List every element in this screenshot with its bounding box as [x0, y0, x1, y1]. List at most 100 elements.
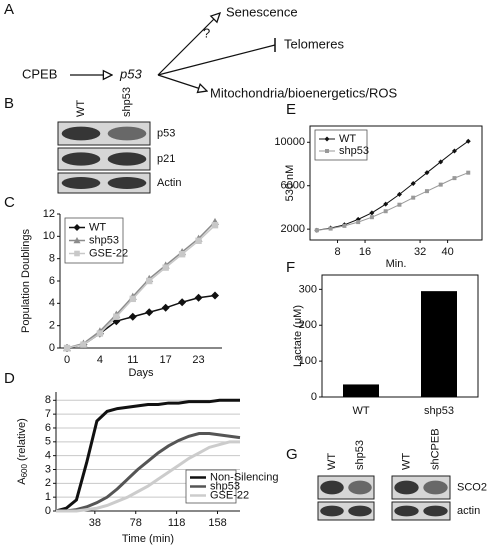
- y-tick-label: 7: [45, 408, 51, 420]
- marker: [369, 215, 374, 220]
- y-axis-label-sub: 600: [20, 464, 29, 478]
- blot-band: [394, 480, 419, 495]
- row-label: p21: [157, 153, 175, 165]
- x-axis-label: Min.: [386, 258, 407, 270]
- legend-label: GSE-22: [89, 247, 128, 259]
- y-tick-label: 100: [299, 355, 317, 367]
- y-tick-label: 10000: [274, 136, 305, 148]
- marker: [397, 202, 402, 207]
- y-tick-label: 0: [311, 391, 317, 403]
- row-label: SCO2: [457, 481, 487, 493]
- marker: [146, 277, 153, 285]
- marker: [452, 176, 457, 181]
- series-line: [316, 140, 469, 231]
- row-label: actin: [457, 505, 480, 517]
- blot-band: [348, 480, 372, 495]
- x-tick-label: 16: [359, 246, 371, 258]
- diagram-hub: p53: [119, 66, 142, 81]
- blot-band: [61, 177, 101, 189]
- panel-label: B: [4, 95, 14, 112]
- lane-label: WT: [400, 453, 412, 470]
- blot-band: [320, 480, 344, 495]
- y-axis-label-text: A: [16, 477, 28, 485]
- y-tick-label: 6000: [281, 180, 305, 192]
- marker: [161, 303, 170, 312]
- legend-label: WT: [89, 221, 106, 233]
- series-line: [56, 432, 241, 513]
- y-axis-label: Population Doublings: [20, 229, 32, 333]
- x-tick-label: 11: [127, 354, 138, 366]
- legend-box: [314, 129, 368, 161]
- row-label: Actin: [157, 177, 181, 189]
- legend-label: shp53: [89, 234, 119, 246]
- marker: [369, 210, 375, 216]
- marker: [342, 223, 347, 228]
- panel-label: C: [4, 194, 15, 211]
- blot-band: [423, 505, 448, 517]
- y-tick-label: 2: [45, 477, 51, 489]
- y-tick-label: 300: [299, 283, 317, 295]
- question-mark: ?: [203, 25, 210, 40]
- legend-label: Non-Silencing: [210, 471, 278, 483]
- marker: [145, 308, 154, 317]
- y-axis-label-text: 530 nM: [284, 165, 296, 202]
- legend-label: shp53: [210, 480, 240, 492]
- inhibit-line: [157, 44, 276, 76]
- panel-label: G: [286, 446, 298, 463]
- marker: [63, 344, 71, 352]
- marker: [314, 228, 319, 233]
- marker: [74, 250, 80, 257]
- y-tick-label: 4: [49, 297, 55, 309]
- diagram-target: Telomeres: [284, 36, 344, 51]
- y-axis-label-text: (relative): [16, 418, 28, 464]
- blot-band: [394, 505, 419, 517]
- y-tick-label: 200: [299, 319, 317, 331]
- y-tick-label: 0: [45, 505, 51, 517]
- y-tick-label: 6: [45, 422, 51, 434]
- marker: [73, 224, 81, 231]
- y-tick-label: 10: [43, 230, 55, 242]
- y-axis-label: Lactate (μM): [292, 305, 304, 367]
- x-tick-label: 17: [160, 354, 172, 366]
- blot-band: [107, 152, 147, 166]
- series-line: [56, 440, 240, 513]
- marker: [438, 159, 444, 165]
- marker: [451, 148, 457, 154]
- blot-band: [320, 505, 344, 517]
- lane-label: shp53: [354, 440, 366, 470]
- marker: [396, 191, 402, 197]
- blot-band: [107, 126, 147, 141]
- marker: [178, 251, 186, 258]
- x-tick-label: 0: [64, 354, 70, 366]
- marker: [80, 341, 87, 348]
- y-tick-label: 8: [49, 253, 55, 265]
- y-tick-label: 4: [45, 450, 51, 462]
- diagram-target: Senescence: [226, 4, 298, 19]
- legend-label: shp53: [339, 145, 369, 157]
- marker: [411, 195, 416, 200]
- marker: [73, 237, 81, 244]
- row-label: p53: [157, 127, 175, 139]
- x-axis-label: Days: [128, 367, 154, 379]
- marker: [113, 313, 120, 320]
- series-line: [66, 224, 216, 349]
- marker: [383, 209, 388, 214]
- marker: [211, 221, 219, 229]
- marker: [356, 220, 361, 225]
- diagram-source: CPEB: [22, 66, 57, 81]
- bar: [343, 384, 379, 397]
- x-tick-label: 23: [192, 354, 204, 366]
- marker: [324, 136, 330, 142]
- y-axis-label-text: Population Doublings: [20, 229, 32, 333]
- bar: [421, 291, 457, 397]
- y-tick-label: 3: [45, 463, 51, 475]
- x-tick-label: 118: [168, 517, 186, 529]
- x-tick-label: 40: [441, 246, 453, 258]
- lane-label: WT: [75, 100, 87, 117]
- marker: [211, 291, 219, 300]
- x-tick-label: 78: [130, 517, 142, 529]
- panel-label: F: [286, 259, 295, 276]
- y-tick-label: 8: [45, 394, 51, 406]
- marker: [424, 170, 430, 176]
